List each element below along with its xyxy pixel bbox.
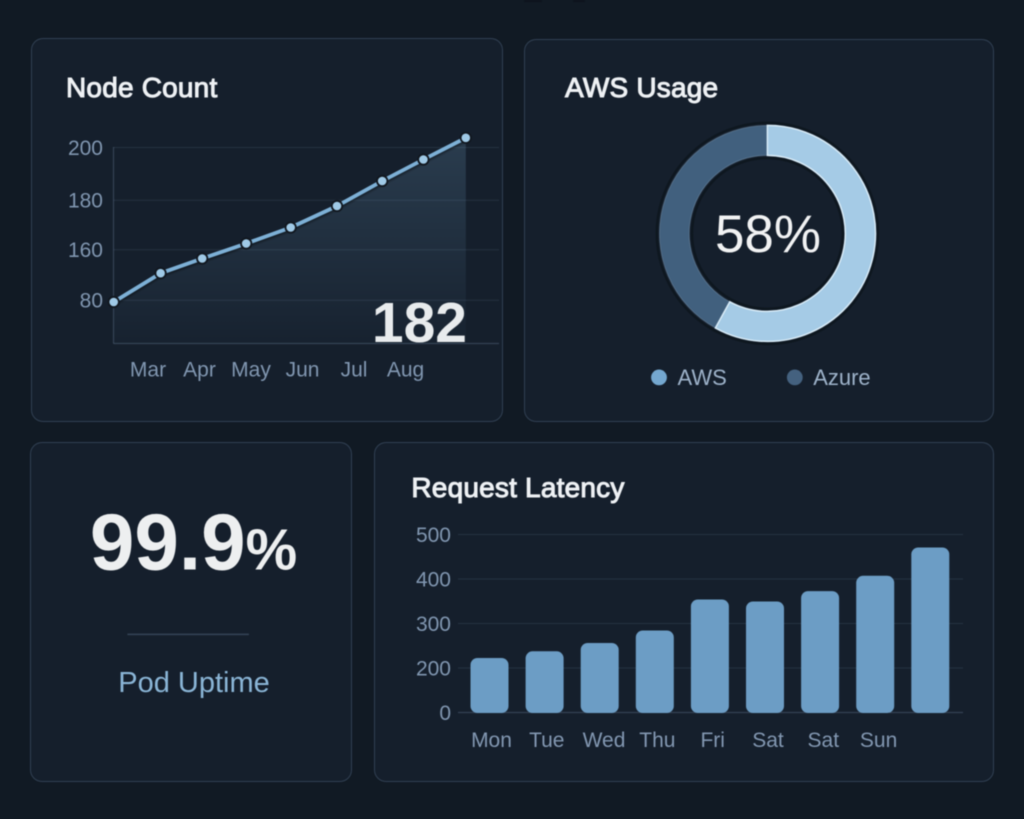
svg-text:Sun: Sun — [860, 729, 897, 752]
svg-text:Node Count: Node Count — [66, 72, 217, 103]
svg-text:Sat: Sat — [752, 729, 784, 752]
svg-text:Jun: Jun — [286, 358, 320, 381]
svg-text:180: 180 — [68, 190, 103, 213]
svg-text:200: 200 — [416, 657, 451, 680]
svg-text:500: 500 — [416, 524, 451, 547]
svg-text:80: 80 — [80, 290, 103, 313]
svg-text:Mon: Mon — [471, 729, 512, 752]
svg-text:AWS: AWS — [678, 365, 727, 390]
svg-text:200: 200 — [68, 137, 103, 160]
svg-text:Jul: Jul — [341, 358, 368, 381]
svg-text:182: 182 — [372, 291, 467, 355]
svg-text:May: May — [231, 358, 271, 381]
svg-text:Azure: Azure — [813, 365, 870, 390]
svg-text:Wed: Wed — [583, 729, 626, 752]
svg-text:Aug: Aug — [387, 358, 424, 381]
svg-text:0: 0 — [439, 702, 451, 725]
svg-text:Fri: Fri — [700, 729, 725, 752]
svg-text:AWS Usage: AWS Usage — [565, 72, 718, 103]
svg-text:Tue: Tue — [529, 729, 564, 752]
svg-text:Mar: Mar — [130, 358, 166, 381]
svg-text:300: 300 — [416, 613, 451, 636]
svg-text:160: 160 — [68, 239, 103, 262]
svg-text:99.9%: 99.9% — [90, 498, 297, 587]
svg-text:Thu: Thu — [639, 729, 675, 752]
svg-text:Request Latency: Request Latency — [411, 472, 624, 503]
svg-text:Apr: Apr — [183, 358, 216, 381]
svg-text:400: 400 — [416, 568, 451, 591]
svg-text:58%: 58% — [715, 205, 821, 264]
svg-text:Sat: Sat — [808, 729, 840, 752]
svg-text:Pod Uptime: Pod Uptime — [118, 667, 270, 699]
